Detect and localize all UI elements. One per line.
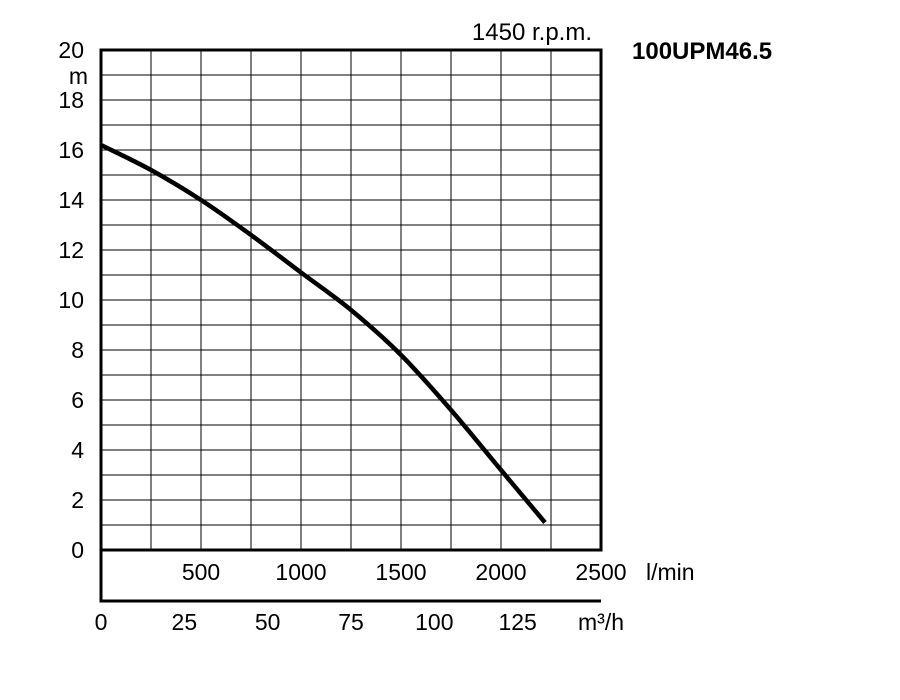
y-tick-label: 20	[58, 37, 84, 63]
x-tick-label: 1500	[375, 559, 426, 585]
x-tick-label: 2000	[475, 559, 526, 585]
y-tick-label: 18	[58, 87, 84, 113]
plot-frame	[99, 48, 603, 552]
x2-tick-label: 125	[498, 609, 536, 635]
y-tick-label: 6	[71, 387, 84, 413]
y-tick-labels: 0 2 4 6 8 10 12 14 16 18 20	[58, 37, 84, 563]
curve-layer	[99, 142, 547, 524]
grid	[101, 50, 601, 550]
x2-tick-label: 75	[338, 609, 364, 635]
y-tick-label: 4	[71, 437, 84, 463]
y-tick-label: 2	[71, 487, 84, 513]
x-tick-labels: 500 1000 1500 2000 2500	[182, 559, 627, 585]
y-tick-label: 0	[71, 537, 84, 563]
performance-curve	[99, 142, 547, 524]
chart-title: 100UPM46.5	[632, 38, 772, 65]
y-tick-label: 8	[71, 337, 84, 363]
y-axis-unit-label: m	[69, 63, 88, 89]
x-tick-label: 2500	[575, 559, 626, 585]
y-tick-label: 10	[58, 287, 84, 313]
x-axis-unit-label: l/min	[646, 559, 695, 585]
chart-subtitle: 1450 r.p.m.	[472, 19, 592, 46]
x2-tick-label: 50	[255, 609, 281, 635]
x-tick-label: 1000	[275, 559, 326, 585]
x-tick-label: 500	[182, 559, 220, 585]
secondary-axis-frame	[99, 550, 601, 603]
x2-tick-labels: 0 25 50 75 100 125	[95, 609, 537, 635]
x2-tick-label: 25	[172, 609, 198, 635]
x2-tick-label: 100	[415, 609, 453, 635]
y-tick-label: 12	[58, 237, 84, 263]
x2-axis-unit-label: m³/h	[578, 609, 624, 635]
x2-tick-label: 0	[95, 609, 108, 635]
y-tick-label: 16	[58, 137, 84, 163]
y-tick-label: 14	[58, 187, 84, 213]
